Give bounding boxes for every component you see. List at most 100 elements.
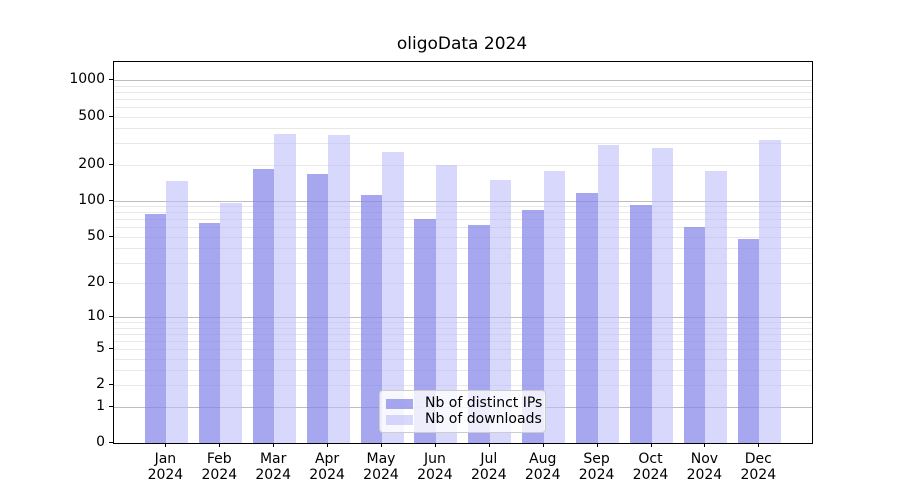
- x-tick-label: Mar 2024: [241, 451, 305, 483]
- x-tick-month: Mar: [259, 451, 287, 467]
- minor-gridline: [114, 212, 812, 214]
- bar-downloads-mar: [274, 133, 296, 443]
- x-tick-month: Feb: [206, 451, 232, 467]
- bar-downloads-oct: [651, 148, 673, 443]
- y-tick-label: 1: [96, 397, 105, 414]
- minor-gridline: [114, 236, 812, 238]
- x-tick-year: 2024: [632, 467, 669, 483]
- x-tick-label: Dec 2024: [726, 451, 790, 483]
- x-tick-year: 2024: [417, 467, 453, 483]
- minor-gridline: [114, 128, 812, 130]
- minor-gridline: [114, 219, 812, 221]
- minor-gridline: [114, 262, 812, 264]
- y-tick-mark: [109, 384, 113, 386]
- y-tick-label: 10: [87, 308, 105, 325]
- legend-swatch-downloads: [386, 414, 413, 425]
- x-tick-label: Sep 2024: [565, 451, 629, 483]
- x-tick-year: 2024: [147, 467, 184, 483]
- chart-title: oligoData 2024: [396, 34, 528, 54]
- bar-distinct-ips-apr: [306, 173, 329, 443]
- x-tick-mark: [596, 443, 598, 447]
- major-gridline: [114, 317, 812, 319]
- x-tick-mark: [488, 443, 490, 447]
- bar-downloads-feb: [220, 203, 242, 443]
- y-tick-mark: [109, 282, 113, 284]
- x-tick-month: Apr: [314, 451, 340, 467]
- legend-label-downloads: Nb of downloads: [425, 411, 542, 427]
- minor-gridline: [114, 327, 812, 329]
- y-tick-mark: [109, 405, 113, 407]
- bar-downloads-aug: [543, 170, 566, 443]
- x-tick-month: Aug: [529, 451, 557, 467]
- y-tick-label: 2: [96, 376, 105, 393]
- y-tick-label: 20: [87, 274, 105, 291]
- x-tick-month: Jun: [423, 451, 446, 467]
- minor-gridline: [114, 283, 812, 285]
- x-tick-label: Apr 2024: [295, 451, 359, 483]
- minor-gridline: [114, 322, 812, 324]
- legend-item-downloads: Nb of downloads: [386, 412, 542, 427]
- y-tick-mark: [109, 347, 113, 349]
- bar-downloads-dec: [759, 139, 781, 443]
- minor-gridline: [114, 248, 812, 249]
- x-tick-year: 2024: [201, 467, 238, 483]
- y-tick-mark: [109, 199, 113, 201]
- y-tick-mark: [109, 163, 113, 165]
- x-tick-label: Oct 2024: [619, 451, 683, 483]
- major-gridline: [114, 200, 812, 202]
- x-tick-mark: [704, 443, 706, 447]
- minor-gridline: [114, 370, 812, 372]
- minor-gridline: [114, 227, 812, 229]
- bar-distinct-ips-oct: [630, 205, 652, 443]
- bar-downloads-apr: [328, 134, 350, 443]
- x-tick-year: 2024: [578, 467, 615, 483]
- minor-gridline: [114, 91, 812, 93]
- bar-distinct-ips-nov: [683, 227, 706, 443]
- x-tick-label: Jan 2024: [133, 451, 197, 483]
- x-tick-month: Sep: [583, 451, 610, 467]
- y-tick-label: 1000: [69, 71, 105, 88]
- bar-downloads-jun: [435, 164, 458, 443]
- x-tick-mark: [758, 443, 760, 447]
- bar-distinct-ips-jul: [468, 224, 490, 443]
- x-tick-month: May: [366, 451, 396, 467]
- minor-gridline: [114, 206, 812, 208]
- x-tick-mark: [542, 443, 544, 447]
- bar-distinct-ips-dec: [737, 238, 760, 443]
- y-tick-label: 500: [78, 107, 105, 124]
- minor-gridline: [114, 340, 812, 342]
- legend-label-distinct-ips: Nb of distinct IPs: [425, 395, 543, 411]
- minor-gridline: [114, 85, 812, 87]
- x-tick-mark: [434, 443, 436, 447]
- bar-distinct-ips-jan: [144, 214, 167, 443]
- x-tick-year: 2024: [524, 467, 561, 483]
- x-tick-month: Dec: [744, 451, 772, 467]
- x-tick-label: Feb 2024: [187, 451, 251, 483]
- y-tick-label: 0: [96, 434, 105, 450]
- bar-distinct-ips-may: [360, 195, 382, 443]
- legend: Nb of distinct IPs Nb of downloads: [379, 390, 546, 433]
- x-tick-label: Aug 2024: [511, 451, 575, 483]
- y-tick-label: 100: [78, 191, 105, 208]
- x-tick-mark: [327, 443, 329, 447]
- bar-downloads-nov: [705, 171, 727, 443]
- x-tick-month: Oct: [638, 451, 663, 467]
- x-tick-year: 2024: [255, 467, 291, 483]
- bar-distinct-ips-sep: [576, 193, 598, 443]
- x-tick-year: 2024: [470, 467, 507, 483]
- bar-downloads-sep: [597, 144, 620, 443]
- y-tick-mark: [109, 115, 113, 117]
- bar-downloads-jul: [489, 179, 512, 443]
- x-tick-month: Nov: [690, 451, 719, 467]
- x-tick-mark: [219, 443, 221, 447]
- y-tick-mark: [109, 79, 113, 81]
- legend-swatch-distinct-ips: [386, 398, 413, 409]
- x-tick-mark: [165, 443, 167, 447]
- minor-gridline: [114, 385, 812, 387]
- x-tick-label: May 2024: [349, 451, 413, 483]
- x-tick-year: 2024: [309, 467, 345, 483]
- y-tick-mark: [109, 235, 113, 237]
- bar-distinct-ips-feb: [198, 223, 221, 443]
- x-tick-year: 2024: [363, 467, 399, 483]
- plot-area: [113, 61, 813, 444]
